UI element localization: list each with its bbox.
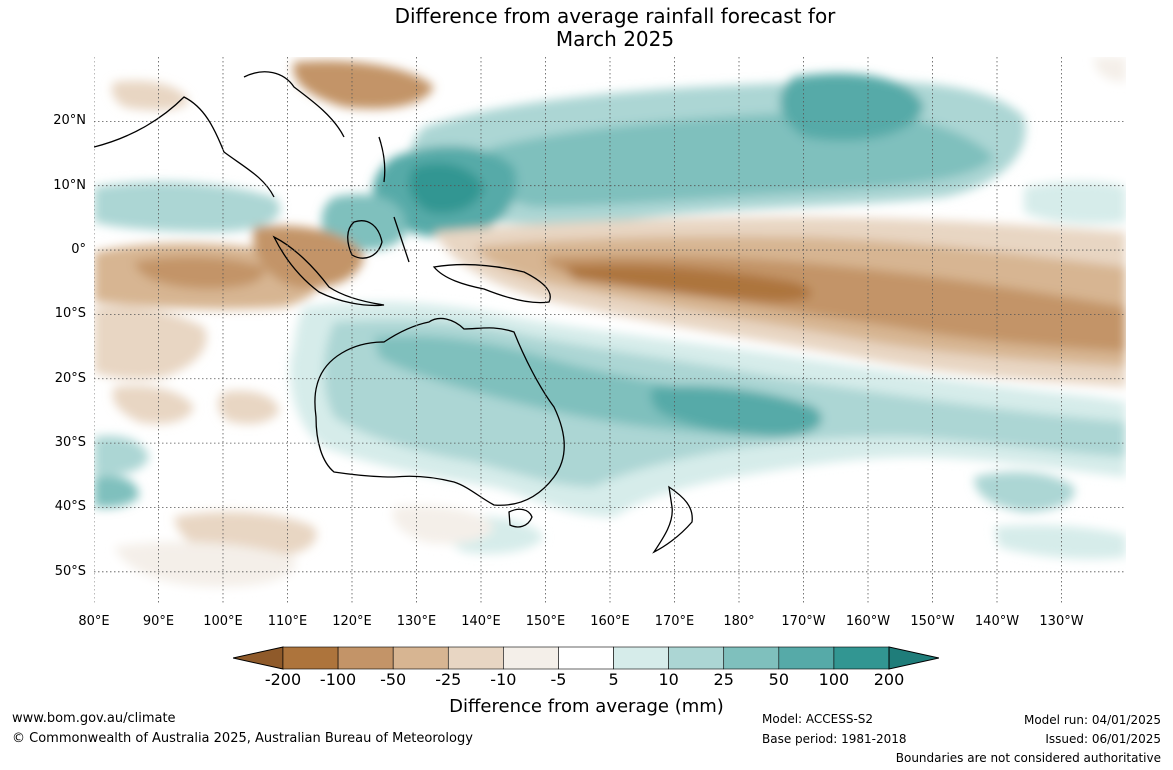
copyright-text: © Commonwealth of Australia 2025, Austra… (12, 731, 473, 746)
longitude-label: 130°E (396, 614, 437, 629)
colorbar-swatch-5 (558, 646, 614, 670)
chart-subtitle: March 2025 (555, 27, 675, 51)
colorbar-swatch-1 (337, 646, 394, 670)
new-guinea-coastline (432, 263, 551, 304)
latitude-label: 50°S (54, 563, 86, 579)
china-coastline (243, 71, 345, 138)
colorbar-tick-label: 25 (713, 670, 734, 689)
disclaimer-text: Boundaries are not considered authoritat… (895, 751, 1161, 765)
longitude-label: 80°E (78, 614, 110, 629)
borneo-coastline (347, 220, 383, 259)
issued-text: Issued: 06/01/2025 (1045, 732, 1161, 746)
longitude-label: 160°W (845, 614, 891, 629)
longitude-label: 150°E (525, 614, 566, 629)
colorbar-swatch-6 (613, 646, 669, 670)
longitude-label: 90°E (142, 614, 175, 629)
philippines-coastline (378, 136, 386, 183)
longitude-label: 140°W (974, 614, 1020, 629)
colorbar-swatch-0 (282, 646, 339, 670)
colorbar-swatch-3 (447, 646, 504, 670)
latitude-label: 0° (71, 242, 86, 258)
longitude-label: 180° (723, 614, 755, 629)
graticule (94, 57, 1126, 604)
longitude-label: 150°W (910, 614, 955, 629)
latitude-label: 40°S (54, 499, 86, 515)
sumatra-java-coastline (272, 235, 385, 307)
longitude-label: 100°E (203, 614, 243, 629)
model-text: Model: ACCESS-S2 (762, 712, 874, 726)
colorbar-tick-label: -5 (550, 670, 567, 689)
colorbar-swatch-8 (723, 646, 780, 670)
colorbar-tick-label: -200 (264, 670, 302, 689)
asia-coastline (94, 96, 275, 198)
longitude-label: 120°E (332, 614, 372, 629)
rainfall-map (94, 57, 1126, 604)
colorbar-tick-label: 10 (658, 670, 679, 689)
colorbar-tick-label: -50 (380, 670, 407, 689)
sulawesi-coastline (393, 216, 410, 263)
chart-title: Difference from average rainfall forecas… (394, 4, 836, 28)
colorbar-tick-label: 100 (818, 670, 850, 689)
colorbar-max-extension (888, 646, 939, 670)
coastlines (94, 71, 693, 554)
colorbar-tick-label: 50 (768, 670, 789, 689)
colorbar-tick-label: 200 (873, 670, 905, 689)
new-zealand-coastline (652, 485, 693, 554)
colorbar-min-extension (233, 646, 284, 670)
model-run-text: Model run: 04/01/2025 (1023, 713, 1161, 727)
colorbar-swatch-4 (503, 646, 559, 670)
latitude-label: 20°N (53, 113, 86, 129)
latitude-label: 10°N (53, 177, 86, 193)
tasmania-coastline (508, 508, 533, 528)
colorbar-swatch-9 (778, 646, 835, 670)
colorbar-tick-label: -100 (319, 670, 357, 689)
longitude-label: 140°E (461, 614, 501, 629)
colorbar-tick-label: -10 (490, 670, 517, 689)
rainfall-field (94, 57, 1126, 604)
latitude-label: 20°S (54, 370, 86, 386)
colorbar-swatch-2 (392, 646, 449, 670)
colorbar (233, 646, 939, 670)
longitude-label: 170°W (781, 614, 826, 629)
longitude-label: 130°W (1039, 614, 1084, 629)
australia-coastline (314, 317, 565, 506)
colorbar-swatch-10 (833, 646, 890, 670)
longitude-label: 170°E (654, 614, 695, 629)
longitude-label: 110°E (267, 614, 308, 629)
colorbar-tick-label: 5 (608, 670, 619, 689)
longitude-label: 160°E (590, 614, 630, 629)
base-period-text: Base period: 1981-2018 (762, 732, 907, 746)
colorbar-tick-label: -25 (435, 670, 462, 689)
latitude-label: 10°S (54, 306, 86, 322)
colorbar-swatch-7 (668, 646, 725, 670)
website-text: www.bom.gov.au/climate (12, 711, 176, 726)
map-canvas (94, 57, 1126, 604)
latitude-label: 30°S (54, 435, 86, 451)
colorbar-title: Difference from average (mm) (449, 696, 724, 717)
